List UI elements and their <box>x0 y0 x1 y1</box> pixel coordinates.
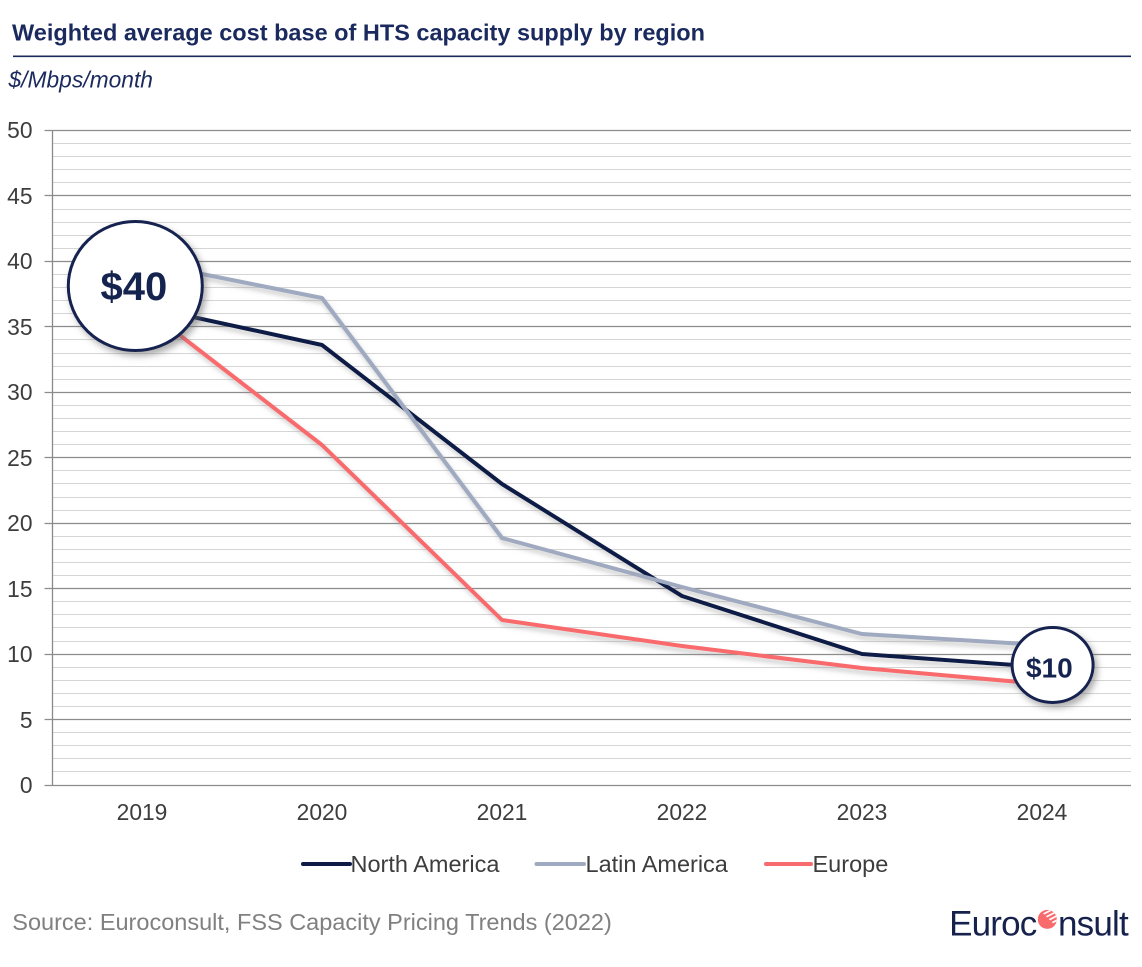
svg-text:20: 20 <box>7 510 32 536</box>
svg-text:Source: Euroconsult, FSS Capac: Source: Euroconsult, FSS Capacity Pricin… <box>12 909 612 935</box>
svg-text:10: 10 <box>7 641 32 667</box>
svg-text:50: 50 <box>7 117 32 143</box>
svg-text:15: 15 <box>7 576 32 602</box>
svg-text:2020: 2020 <box>297 799 348 825</box>
svg-text:2019: 2019 <box>117 799 168 825</box>
svg-text:Latin America: Latin America <box>586 851 729 877</box>
svg-text:40: 40 <box>7 248 32 274</box>
svg-text:2021: 2021 <box>477 799 528 825</box>
svg-text:45: 45 <box>7 183 32 209</box>
svg-text:25: 25 <box>7 445 32 471</box>
svg-text:5: 5 <box>20 707 33 733</box>
svg-text:Weighted average cost base of: Weighted average cost base of HTS capaci… <box>12 20 705 46</box>
svg-text:2024: 2024 <box>1017 799 1068 825</box>
svg-text:$/Mbps/month: $/Mbps/month <box>8 67 153 93</box>
svg-text:$10: $10 <box>1026 653 1073 684</box>
svg-text:Europe: Europe <box>813 851 889 877</box>
svg-text:30: 30 <box>7 379 32 405</box>
svg-text:2022: 2022 <box>657 799 708 825</box>
svg-text:Euroc: Euroc <box>949 905 1037 944</box>
svg-text:2023: 2023 <box>837 799 888 825</box>
svg-text:$40: $40 <box>101 265 168 309</box>
svg-text:35: 35 <box>7 314 32 340</box>
svg-text:North America: North America <box>351 851 501 877</box>
svg-text:0: 0 <box>20 772 33 798</box>
svg-text:nsult: nsult <box>1058 905 1129 944</box>
